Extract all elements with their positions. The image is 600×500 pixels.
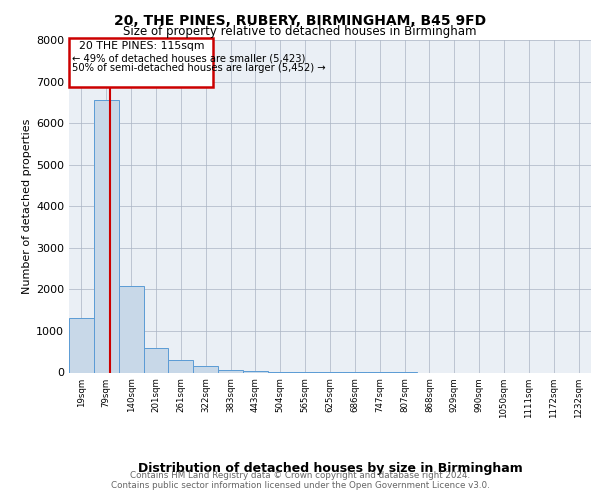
Y-axis label: Number of detached properties: Number of detached properties: [22, 118, 32, 294]
Bar: [169, 360, 193, 372]
X-axis label: Distribution of detached houses by size in Birmingham: Distribution of detached houses by size …: [137, 462, 523, 475]
Text: ← 49% of detached houses are smaller (5,423): ← 49% of detached houses are smaller (5,…: [72, 54, 305, 64]
Bar: [69, 318, 94, 372]
FancyBboxPatch shape: [70, 38, 213, 87]
Bar: [94, 100, 119, 372]
Text: Size of property relative to detached houses in Birmingham: Size of property relative to detached ho…: [123, 25, 477, 38]
Bar: [143, 348, 169, 372]
Text: Contains public sector information licensed under the Open Government Licence v3: Contains public sector information licen…: [110, 481, 490, 490]
Bar: [119, 286, 143, 372]
Text: 50% of semi-detached houses are larger (5,452) →: 50% of semi-detached houses are larger (…: [72, 63, 326, 73]
Text: 20 THE PINES: 115sqm: 20 THE PINES: 115sqm: [79, 41, 204, 51]
Text: 20, THE PINES, RUBERY, BIRMINGHAM, B45 9FD: 20, THE PINES, RUBERY, BIRMINGHAM, B45 9…: [114, 14, 486, 28]
Text: Contains HM Land Registry data © Crown copyright and database right 2024.: Contains HM Land Registry data © Crown c…: [130, 471, 470, 480]
Bar: [193, 366, 218, 372]
Bar: [218, 370, 243, 372]
